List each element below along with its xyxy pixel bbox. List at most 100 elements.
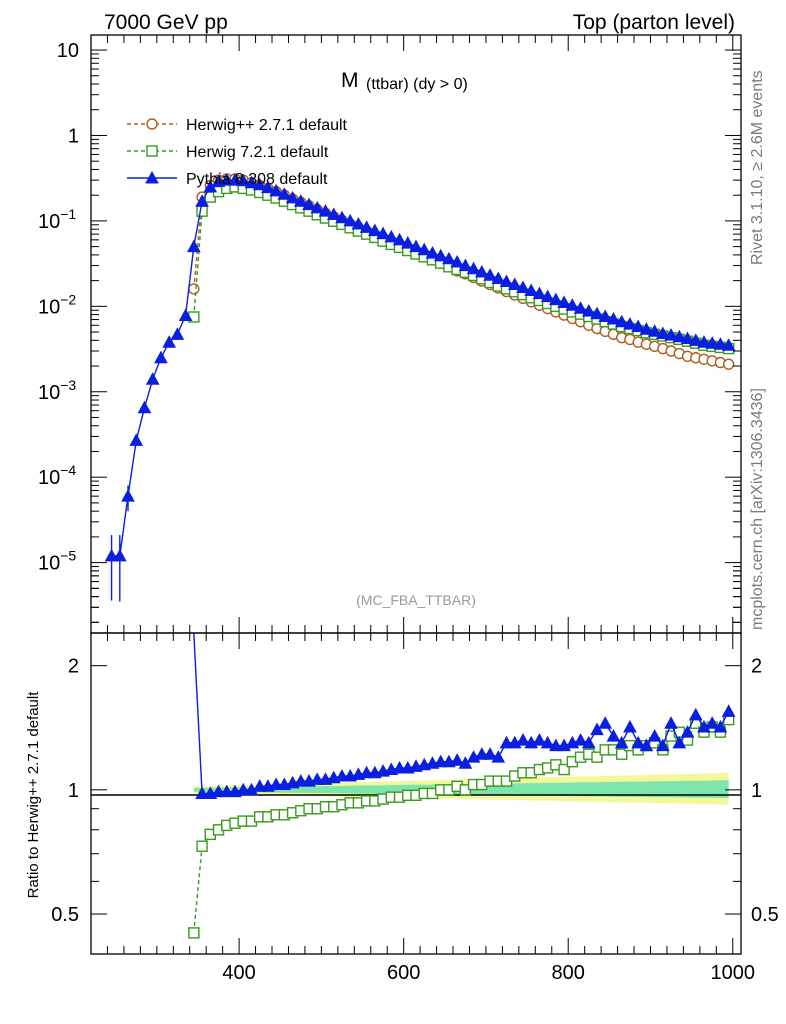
data-point: [236, 173, 251, 187]
data-point: [261, 180, 275, 194]
data-point: [688, 333, 703, 346]
data-point: [458, 258, 473, 272]
data-point: [565, 298, 580, 311]
data-point: [310, 200, 325, 214]
legend-marker: [145, 170, 159, 184]
legend-label: Pythia 8.308 default: [186, 171, 328, 188]
ratio-data-point: [359, 765, 374, 779]
header-right: Top (parton level): [573, 11, 735, 34]
main-ytick-base: 10: [57, 40, 79, 62]
data-point: [269, 183, 283, 197]
main-ytick-exp: −4: [60, 462, 76, 478]
data-point: [187, 239, 201, 253]
ratio-xtick-label: 800: [552, 962, 585, 984]
legend-label: Herwig 7.2.1 default: [186, 144, 329, 161]
data-point: [196, 205, 208, 217]
data-point: [285, 190, 300, 204]
data-point: [623, 317, 637, 330]
data-point: [129, 433, 144, 446]
ratio-data-point: [450, 753, 464, 766]
watermark: (MC_FBA_TTBAR): [356, 592, 476, 608]
data-point: [721, 338, 736, 351]
ratio-data-point: [188, 927, 200, 939]
data-point: [606, 311, 621, 325]
main-title: M: [341, 69, 359, 92]
main-ytick-label: 10−3: [38, 377, 76, 404]
ratio-data-point: [591, 751, 603, 763]
data-point: [219, 173, 234, 186]
main-ytick-label: 10−5: [38, 548, 76, 575]
ratio-data-point: [639, 738, 654, 752]
main-ytick-exp: −3: [60, 377, 76, 393]
ratio-data-point: [614, 735, 629, 749]
ratio-data-point: [623, 719, 637, 733]
ratio-data-point: [680, 725, 695, 738]
data-point: [573, 301, 588, 314]
main-ytick-label: 10−1: [38, 206, 76, 233]
data-point: [359, 220, 374, 233]
data-point: [516, 280, 530, 294]
data-point: [474, 264, 489, 278]
ratio-data-point: [688, 707, 703, 721]
main-ytick-exp: −5: [60, 548, 76, 564]
ratio-ylabel: Ratio to Herwig++ 2.7.1 default: [25, 691, 42, 899]
data-point: [680, 331, 695, 345]
data-point: [466, 261, 481, 275]
data-point: [549, 292, 563, 306]
ratio-data-point: [598, 716, 613, 729]
main-ytick-label: 10: [57, 40, 79, 62]
data-point: [351, 216, 366, 230]
main-ytick-base: 10: [38, 211, 60, 233]
data-point: [442, 251, 456, 265]
data-point: [188, 283, 200, 295]
data-point: [326, 207, 341, 220]
ratio-panel: 400 600 800 1000 0.5 0.5 1 1 2 2: [51, 632, 779, 984]
ratio-data-point: [705, 716, 720, 729]
legend-label: Herwig++ 2.7.1 default: [186, 117, 348, 134]
ratio-data-point: [532, 733, 547, 746]
ratio-series-pythia: [193, 632, 736, 799]
data-point: [170, 327, 185, 340]
main-ytick-label: 10−2: [38, 291, 76, 318]
data-point: [376, 226, 390, 240]
ratio-data-point: [269, 777, 283, 791]
data-point: [154, 350, 168, 364]
ratio-data-layer: [188, 632, 736, 939]
data-point: [713, 337, 728, 350]
ratio-data-point: [664, 716, 678, 729]
data-point: [409, 239, 423, 253]
data-point: [433, 248, 448, 262]
data-point: [483, 268, 497, 281]
data-point: [195, 194, 209, 207]
data-point: [672, 329, 687, 343]
data-point: [450, 254, 464, 268]
ratio-ytick-label-right: 0.5: [751, 904, 779, 926]
data-point: [647, 324, 662, 337]
ratio-data-point: [721, 704, 736, 717]
ratio-data-point: [606, 729, 621, 742]
ratio-data-point: [491, 750, 506, 763]
ratio-data-point: [590, 722, 604, 736]
data-point: [499, 274, 514, 288]
main-ytick-exp: −2: [60, 291, 76, 307]
ratio-data-point: [516, 733, 530, 746]
data-point: [557, 295, 571, 308]
mcplots-label: mcplots.cern.ch [arXiv:1306.3436]: [749, 388, 766, 630]
data-point: [722, 358, 735, 370]
ratio-data-point: [581, 735, 596, 749]
data-point: [425, 246, 440, 259]
ratio-data-point: [293, 774, 308, 787]
main-title-sub: (ttbar) (dy > 0): [366, 76, 468, 93]
ratio-xtick-label: 1000: [711, 962, 756, 984]
ratio-xtick-label: 600: [387, 962, 420, 984]
ratio-data-point: [540, 735, 555, 749]
data-point: [244, 175, 259, 189]
ratio-ytick-label: 0.5: [51, 904, 79, 926]
ratio-series-herwig: [188, 713, 735, 939]
data-point: [384, 229, 399, 243]
ratio-data-point: [310, 772, 325, 785]
data-point: [343, 213, 358, 227]
